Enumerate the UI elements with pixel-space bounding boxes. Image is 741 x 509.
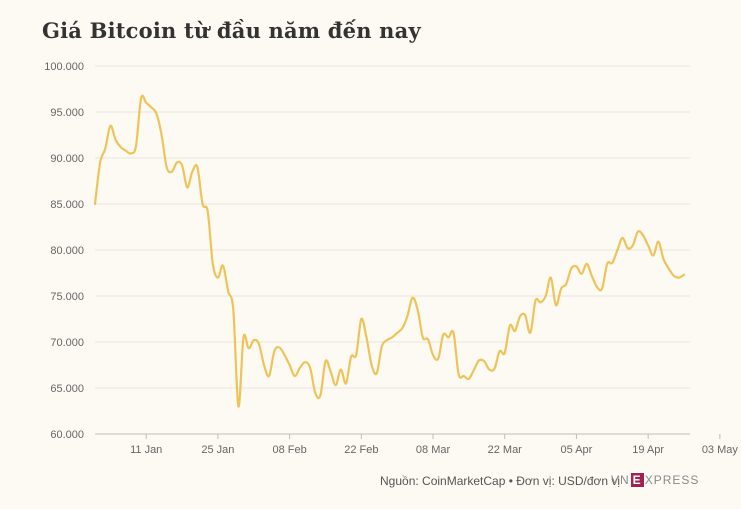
x-tick-label: 22 Feb: [344, 444, 378, 456]
y-tick-label: 80.000: [50, 245, 84, 257]
source-note: Nguồn: CoinMarketCap • Đơn vị: USD/đơn v…: [380, 474, 621, 488]
y-tick-label: 60.000: [50, 429, 84, 441]
y-tick-label: 95.000: [50, 107, 84, 119]
chart-title: Giá Bitcoin từ đầu năm đến nay: [42, 18, 421, 43]
x-tick-label: 11 Jan: [130, 444, 162, 456]
grid-lines: [95, 65, 690, 389]
vnexpress-logo[interactable]: VN E XPRESS: [611, 473, 699, 487]
x-tick-label: 19 Apr: [632, 444, 664, 456]
y-tick-label: 100.000: [44, 61, 84, 73]
price-line: [93, 94, 686, 408]
logo-text-left: VN: [611, 473, 630, 487]
x-tick-label: 25 Jan: [201, 444, 234, 456]
y-tick-label: 85.000: [50, 199, 84, 211]
x-tick-label: 08 Mar: [416, 444, 451, 456]
x-tick-label: 05 Apr: [561, 444, 593, 456]
x-tick-label: 08 Feb: [273, 444, 307, 456]
x-tick-label: 03 May: [702, 444, 739, 456]
x-axis-ticks: 11 Jan 25 Jan 08 Feb 22 Feb 08 Mar 22 Mar 05 A…: [130, 434, 739, 456]
logo-text-right: XPRESS: [644, 473, 700, 487]
y-axis-ticks: 100.000 95.000 90.000 85.000 80.000 75.000 70.…: [44, 61, 84, 441]
x-tick-label: 22 Mar: [488, 444, 523, 456]
y-tick-label: 70.000: [50, 337, 84, 349]
y-tick-label: 65.000: [50, 383, 84, 395]
logo-box: E: [630, 473, 644, 487]
y-tick-label: 75.000: [50, 291, 84, 303]
y-tick-label: 90.000: [50, 153, 84, 165]
